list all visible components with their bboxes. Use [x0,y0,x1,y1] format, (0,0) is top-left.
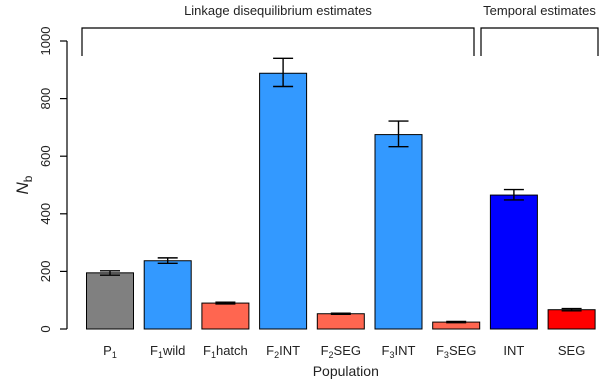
x-tick-label: F2INT [266,343,300,360]
x-tick-label: F1wild [150,343,185,360]
y-tick-label: 0 [38,325,53,332]
bar [201,302,250,330]
error-bar [561,307,582,312]
y-tick-label: 200 [38,261,53,283]
x-tick-label: F1hatch [203,343,248,360]
bar [547,309,596,330]
group-bracket: Linkage disequilibrium estimates [81,3,475,56]
x-tick-label: INT [503,343,524,358]
x-tick-label: SEG [558,343,585,358]
error-bar [157,257,178,265]
error-bar [215,301,236,305]
x-tick-label: F3INT [382,343,416,360]
bar [259,72,308,330]
error-bar [446,320,467,324]
x-tick-label: F2SEG [321,343,361,360]
bar [143,260,192,330]
x-tick-labels: P1 F1wild F1hatch F2INT F2SEG F3INT F3SEG INT SE… [103,343,585,360]
bars [86,72,596,330]
y-tick-label: 400 [38,203,53,225]
bar [374,134,423,330]
y-tick-label: 800 [38,88,53,110]
bar [489,194,538,330]
error-bar [273,57,294,88]
group-bracket: Temporal estimates [480,3,599,56]
error-bar [100,270,120,276]
x-axis-title: Population [313,363,379,379]
x-tick-label: P1 [103,343,117,360]
error-bars [100,57,582,324]
y-tick-label: 1000 [38,27,53,56]
y-tick-label: 600 [38,145,53,167]
group-brackets: Linkage disequilibrium estimates Temporal… [81,3,599,56]
error-bar [503,188,524,201]
error-bar [388,120,409,148]
bar [86,272,134,330]
x-tick-label: F3SEG [436,343,476,360]
group-label: Linkage disequilibrium estimates [184,3,372,18]
group-label: Temporal estimates [483,3,596,18]
bar [316,313,365,330]
error-bar [330,312,351,316]
y-axis: 0 200 400 600 800 1000 [38,27,68,333]
y-axis-title: Nb [13,175,35,194]
